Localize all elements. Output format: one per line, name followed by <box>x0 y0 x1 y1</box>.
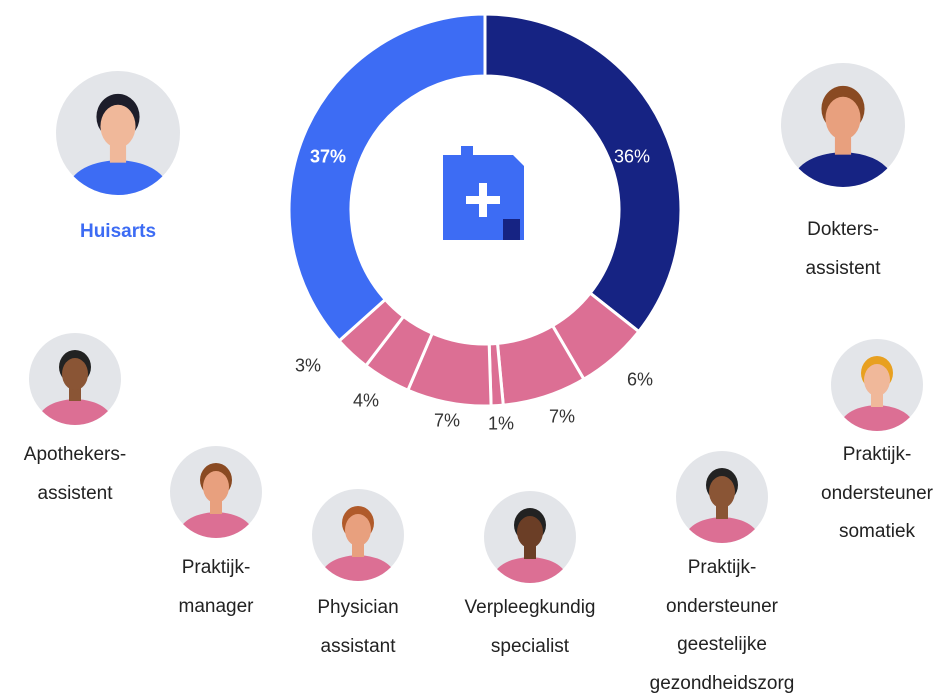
value-label: 3% <box>295 356 321 377</box>
value-label: 7% <box>434 411 460 432</box>
category-label: Huisarts <box>80 213 156 252</box>
value-label: 6% <box>627 370 653 391</box>
category-label: Apothekers- assistent <box>24 436 126 513</box>
avatar <box>170 446 262 542</box>
category-label: Physician assistant <box>317 589 398 666</box>
avatar-head <box>345 514 371 546</box>
category-label: Praktijk- ondersteuner somatiek <box>821 436 933 552</box>
avatar-head <box>825 97 860 140</box>
avatar-head <box>100 105 135 148</box>
avatar <box>312 489 404 585</box>
value-label: 1% <box>488 414 514 435</box>
avatar-head <box>517 516 543 548</box>
category-label: Praktijk- ondersteuner geestelijke gezon… <box>650 549 795 698</box>
avatar <box>831 339 923 435</box>
value-label: 4% <box>353 391 379 412</box>
avatar <box>56 71 180 200</box>
category-label: Dokters- assistent <box>806 211 881 288</box>
clinic-icon <box>443 146 524 240</box>
avatar-head <box>203 471 229 503</box>
value-label: 37% <box>310 147 346 168</box>
value-label: 7% <box>549 407 575 428</box>
avatar-head <box>62 358 88 390</box>
avatar <box>781 63 905 192</box>
avatar-head <box>864 364 890 396</box>
category-label: Praktijk- manager <box>179 549 254 626</box>
value-label: 36% <box>614 147 650 168</box>
avatar <box>676 451 768 547</box>
avatar <box>29 333 121 429</box>
category-label: Verpleegkundig specialist <box>465 589 596 666</box>
avatar <box>484 491 576 587</box>
chart: 36% Dokters- assistent 6% Praktijk- onderst… <box>0 0 951 698</box>
avatar-head <box>709 476 735 508</box>
